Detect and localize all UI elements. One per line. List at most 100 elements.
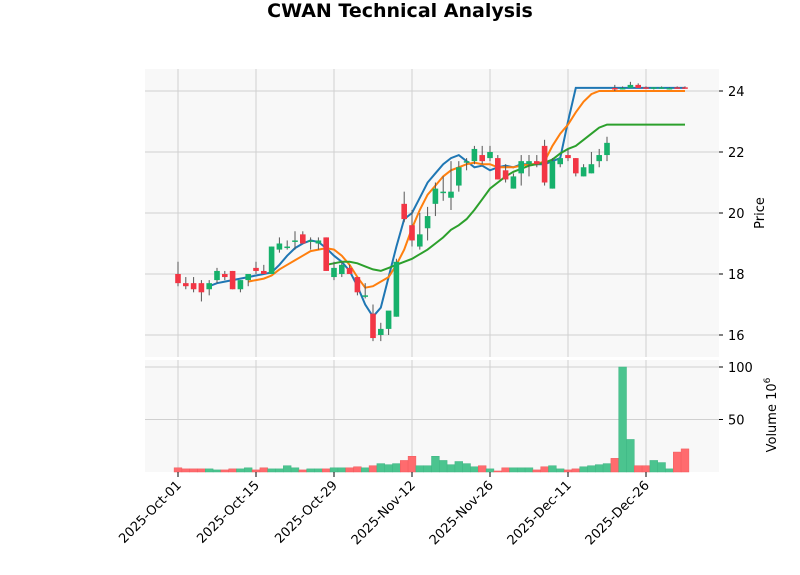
candle: [323, 237, 329, 271]
volume-bar: [595, 464, 604, 473]
volume-bar: [345, 467, 354, 473]
volume-bar: [626, 439, 635, 473]
candle: [573, 158, 579, 177]
price-gridlines: [145, 69, 719, 357]
volume-bar: [205, 468, 214, 473]
date-tick-label: 2025-Oct-29: [272, 478, 340, 546]
candle: [456, 161, 462, 192]
volume-bar: [173, 467, 183, 473]
svg-text:24: 24: [728, 85, 745, 100]
candle: [448, 161, 454, 210]
candle: [245, 274, 251, 287]
volume-bar: [446, 464, 456, 473]
svg-text:100: 100: [728, 361, 753, 376]
volume-bar: [197, 468, 206, 473]
volume-bar: [181, 468, 190, 473]
volume-bar: [579, 466, 588, 473]
candle: [596, 148, 602, 168]
date-tick-label: 2025-Dec-11: [505, 478, 575, 548]
volume-bar: [423, 465, 432, 473]
volume-bar: [641, 465, 651, 473]
candle: [557, 158, 563, 168]
volume-axis-ticks: 50 100: [719, 361, 753, 429]
volume-axis-label: Volume 106: [763, 377, 780, 452]
candle: [393, 258, 400, 317]
candle: [253, 261, 259, 274]
volume-bar: [509, 467, 518, 473]
candle: [479, 145, 485, 165]
volume-bar: [680, 448, 690, 473]
volume-bar: [368, 465, 378, 473]
volume-bar: [470, 466, 479, 473]
volume-bar: [415, 465, 424, 473]
volume-bar: [361, 467, 370, 473]
candle: [487, 145, 493, 162]
volume-panel: 50 100 Volume 106: [145, 360, 780, 473]
volume-bar: [384, 464, 393, 473]
candle: [495, 155, 501, 180]
candle: [206, 280, 212, 296]
volume-bar: [431, 456, 440, 473]
candle: [214, 267, 220, 284]
candle: [666, 87, 673, 90]
date-tick-label: 2025-Nov-26: [427, 478, 497, 548]
candle: [534, 155, 540, 168]
candle: [541, 139, 548, 186]
volume-bar: [540, 466, 549, 473]
candle: [229, 270, 236, 290]
volume-bar: [571, 468, 580, 473]
date-tick-label: 2025-Oct-15: [194, 478, 262, 546]
candle: [237, 280, 244, 293]
candle: [276, 237, 283, 253]
candle: [222, 270, 228, 281]
volume-bar: [376, 463, 385, 473]
candle: [502, 164, 509, 183]
volume-bar: [392, 463, 401, 473]
volume-bar: [251, 469, 261, 473]
volume-bar: [212, 469, 222, 473]
candle: [385, 310, 392, 335]
candle: [588, 152, 595, 174]
candle: [674, 86, 680, 89]
candle: [292, 231, 298, 250]
candle: [183, 277, 189, 290]
volume-bar: [587, 465, 596, 473]
candle: [261, 264, 267, 274]
volume-bar: [517, 467, 526, 473]
volume-bar: [485, 468, 495, 473]
candle: [440, 176, 446, 201]
volume-bar: [244, 467, 253, 473]
volume-bar: [524, 467, 534, 473]
candle: [362, 283, 368, 299]
volume-bar: [322, 468, 331, 473]
volume-bar: [439, 460, 448, 473]
volume-bar: [462, 463, 471, 473]
candle: [409, 209, 415, 247]
candle: [401, 191, 407, 223]
volume-bar: [673, 451, 682, 473]
candle: [682, 86, 688, 89]
chart-title: CWAN Technical Analysis: [267, 0, 533, 22]
svg-text:18: 18: [728, 268, 745, 283]
candle: [565, 148, 571, 162]
candle: [346, 264, 353, 274]
candle: [284, 240, 290, 250]
candle: [619, 86, 626, 90]
candle: [643, 86, 649, 89]
price-axis-label: Price: [753, 197, 768, 229]
volume-bars: [173, 366, 690, 473]
volume-bar: [220, 469, 229, 473]
date-axis: 2025-Oct-01 2025-Oct-15 2025-Oct-29 2025-No…: [116, 472, 653, 548]
price-axis-ticks: 16 18 20 22 24: [719, 85, 745, 344]
candle: [549, 158, 556, 189]
candle: [175, 261, 181, 287]
candle: [378, 322, 384, 342]
volume-bar: [306, 468, 315, 473]
candles: [175, 81, 688, 342]
volume-bar: [275, 468, 284, 473]
candle: [315, 237, 322, 250]
volume-bar: [548, 465, 557, 473]
candle: [635, 83, 641, 88]
candle: [417, 213, 423, 250]
